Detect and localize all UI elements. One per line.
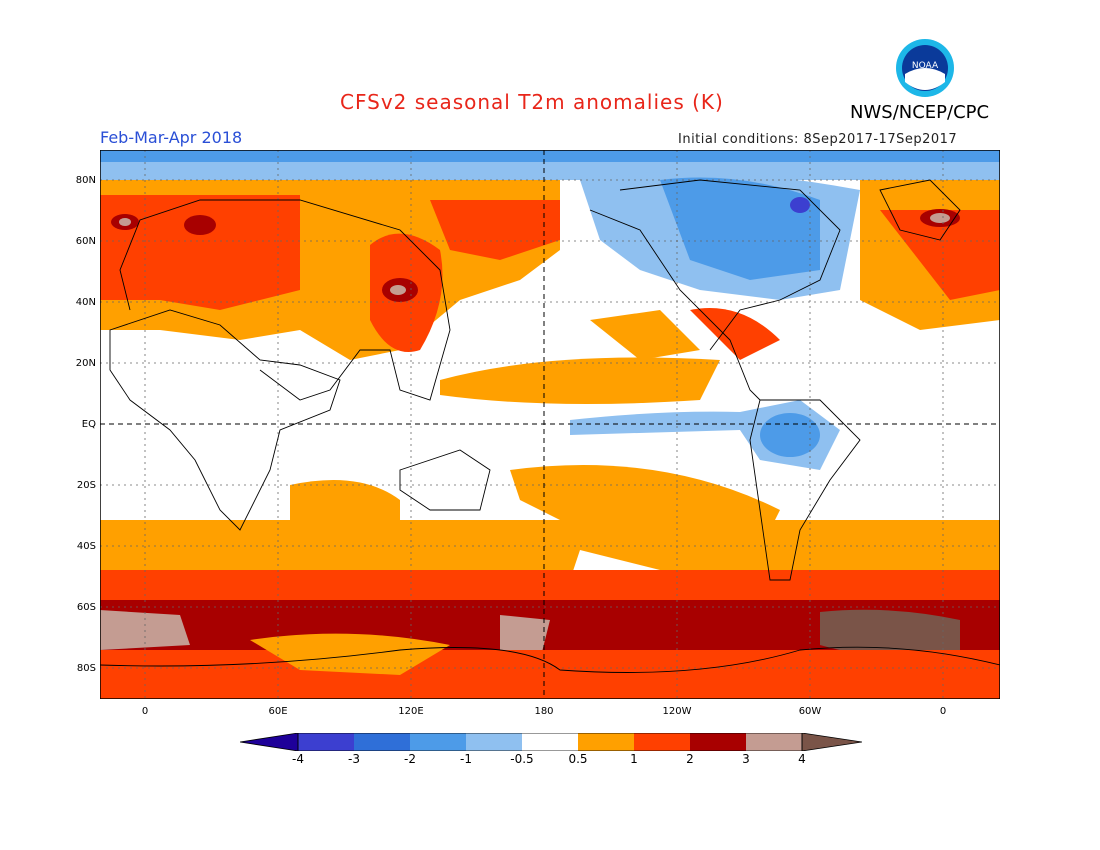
colorbar-segment [746,733,802,751]
colorbar-arrow-right [802,733,862,751]
anomaly-region [790,197,810,213]
anomaly-region [390,285,406,295]
colorbar-label: -4 [292,752,304,766]
noaa-logo: NOAA [896,39,954,97]
anomaly-region [690,308,780,360]
lon-label-180: 180 [534,706,554,717]
anomaly-region [430,200,560,260]
lon-label-120e: 120E [398,706,424,717]
lat-label-eq: EQ [81,419,96,430]
colorbar-segment [522,733,578,751]
colorbar-label: -1 [460,752,472,766]
period-label: Feb-Mar-Apr 2018 [100,128,243,147]
colorbar-label: -3 [348,752,360,766]
colorbar-segment [354,733,410,751]
lat-label-20n: 20N [75,358,96,369]
agency-label: NWS/NCEP/CPC [850,102,990,123]
colorbar-segment [410,733,466,751]
lat-label-80s: 80S [76,663,96,674]
lat-label-80n: 80N [75,175,96,186]
colorbar [240,733,862,751]
colorbar-segment [578,733,634,751]
anomaly-region [820,609,960,657]
anomaly-region [930,213,950,223]
anomaly-region [660,177,820,280]
lat-label-20s: 20S [76,480,96,491]
lat-label-60s: 60S [76,602,96,613]
anomaly-region [590,310,700,360]
colorbar-segment [466,733,522,751]
colorbar-segment [634,733,690,751]
colorbar-label: 2 [686,752,694,766]
colorbar-label: -0.5 [510,752,534,766]
coastlines [100,179,1000,673]
anomaly-region [119,218,131,226]
svg-text:NOAA: NOAA [912,61,939,71]
lon-label-120w: 120W [662,706,692,717]
colorbar-label: 1 [630,752,638,766]
anomaly-region [250,633,450,675]
colorbar-label: -2 [404,752,416,766]
anomaly-region [100,195,300,310]
colorbar-arrow-left [240,733,298,751]
anomaly-region [290,480,400,530]
colorbar-label: 4 [798,752,806,766]
colorbar-segment [298,733,354,751]
anomaly-region [184,215,216,235]
colorbar-label: 3 [742,752,750,766]
anomaly-region [760,413,820,457]
lon-label-60w: 60W [798,706,822,717]
temperature-anomaly-map [100,150,1000,699]
lat-label-40n: 40N [75,297,96,308]
anomaly-region [100,150,1000,162]
lon-label-0: 0 [141,706,149,717]
anomaly-region [500,615,550,660]
lon-label-0-east: 0 [939,706,947,717]
chart-title: CFSv2 seasonal T2m anomalies (K) [340,90,724,114]
colorbar-segment [690,733,746,751]
lon-label-60e: 60E [268,706,288,717]
lat-label-40s: 40S [76,541,96,552]
initial-conditions-label: Initial conditions: 8Sep2017-17Sep2017 [678,132,958,147]
anomaly-region [440,357,720,404]
anomaly-region [100,650,1000,699]
colorbar-label: 0.5 [568,752,588,766]
lat-label-60n: 60N [75,236,96,247]
